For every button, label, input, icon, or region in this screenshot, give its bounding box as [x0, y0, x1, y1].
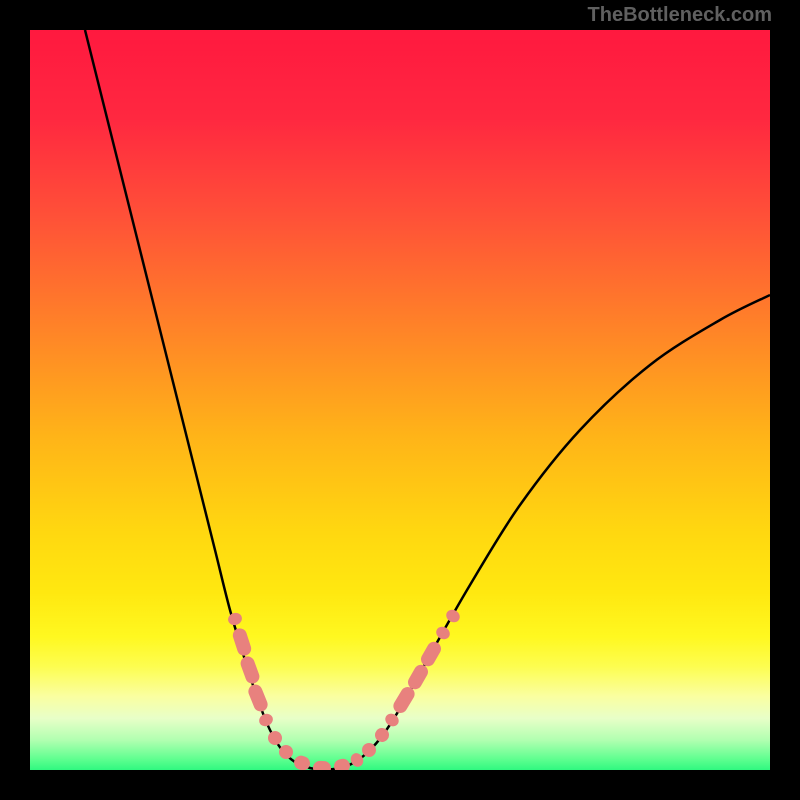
dash-pill — [246, 682, 269, 713]
bottleneck-curve-lines — [30, 30, 770, 770]
bottleneck-chart — [30, 30, 770, 770]
dash-pill — [257, 712, 275, 729]
watermark-text: TheBottleneck.com — [588, 4, 772, 27]
right-curve-branch — [325, 295, 770, 770]
dash-pill — [383, 711, 401, 729]
left-curve-branch — [85, 30, 325, 770]
dash-pill — [265, 728, 284, 747]
dash-pill — [418, 639, 443, 669]
dash-pill — [226, 611, 243, 627]
dash-pill — [239, 654, 262, 685]
dashed-overlay-group — [226, 607, 462, 770]
dash-pill — [231, 627, 253, 658]
dash-pill — [313, 761, 332, 770]
dash-pill — [444, 607, 462, 624]
dash-pill — [333, 757, 352, 770]
dash-pill — [434, 624, 452, 641]
dash-pill — [348, 751, 365, 769]
dash-pill — [391, 684, 417, 715]
